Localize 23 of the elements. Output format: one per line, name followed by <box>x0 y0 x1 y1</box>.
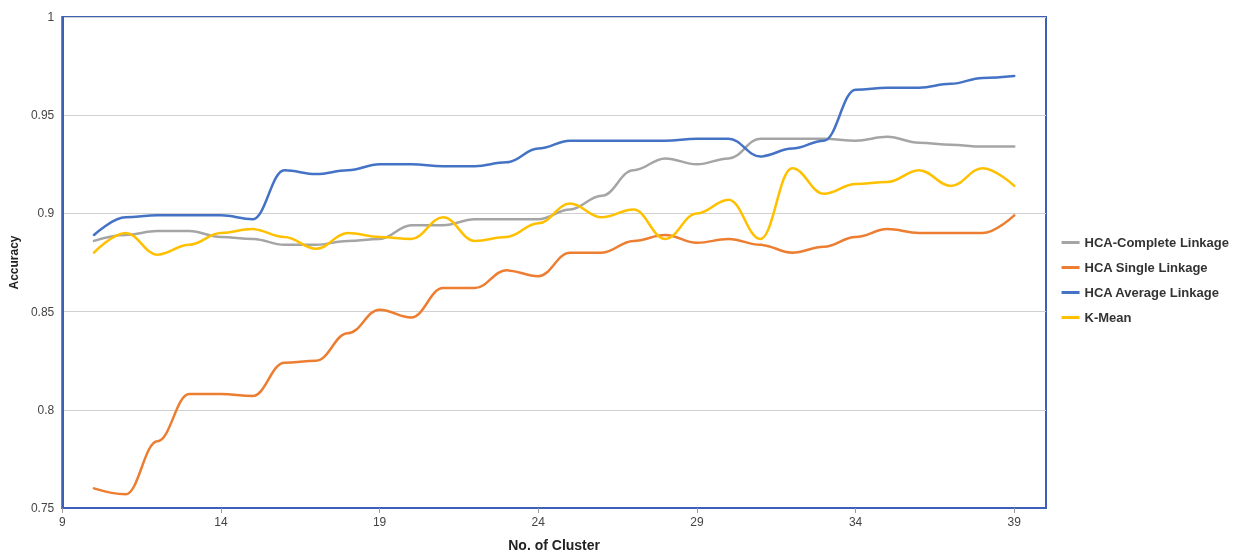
y-tick-label: 0.95 <box>30 108 55 123</box>
legend-label: HCA-Complete Linkage <box>1084 235 1230 250</box>
legend-label: HCA Single Linkage <box>1084 260 1208 275</box>
x-tick-label: 39 <box>1007 515 1022 529</box>
line-series <box>92 166 1016 256</box>
y-tick-label: 1 <box>47 10 55 24</box>
x-tick-label: 34 <box>848 515 863 529</box>
line-series <box>92 214 1016 496</box>
y-tick-label: 0.8 <box>37 402 55 417</box>
x-tick-label: 29 <box>690 515 704 529</box>
legend-label: HCA Average Linkage <box>1084 285 1219 300</box>
y-tick-label: 0.85 <box>30 304 55 319</box>
x-tick-label: 14 <box>214 515 228 529</box>
line-series <box>92 135 1016 247</box>
x-tick-label: 24 <box>531 515 546 529</box>
y-tick-label: 0.75 <box>30 501 55 515</box>
y-tick-label: 0.9 <box>37 206 55 221</box>
line-series <box>92 74 1016 237</box>
legend-label: K-Mean <box>1084 310 1132 325</box>
x-axis-title: No. of Cluster <box>508 537 601 553</box>
x-tick-label: 9 <box>58 515 66 529</box>
x-tick-label: 19 <box>372 515 387 529</box>
y-axis-title: Accuracy <box>7 235 21 290</box>
